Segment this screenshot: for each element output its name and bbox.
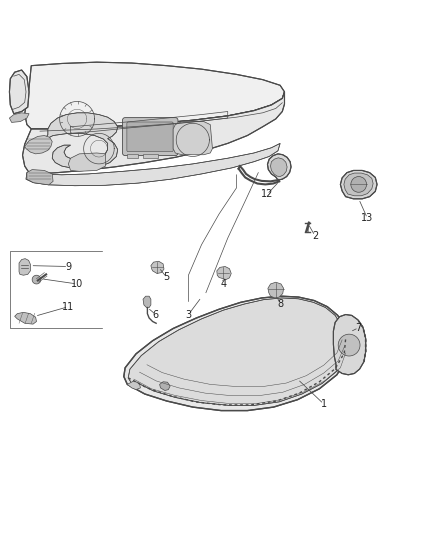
Text: 9: 9 (65, 262, 71, 271)
Text: 8: 8 (277, 298, 283, 309)
Polygon shape (25, 62, 285, 129)
Polygon shape (22, 92, 285, 174)
Polygon shape (68, 153, 106, 171)
Text: 4: 4 (220, 279, 226, 289)
Text: 7: 7 (356, 322, 362, 333)
Text: 10: 10 (71, 279, 83, 289)
Polygon shape (268, 154, 291, 180)
Text: 12: 12 (261, 189, 273, 199)
Polygon shape (14, 312, 36, 324)
Polygon shape (151, 261, 164, 273)
Polygon shape (217, 266, 231, 280)
Polygon shape (173, 122, 212, 155)
Polygon shape (10, 70, 29, 114)
Polygon shape (143, 296, 151, 308)
Text: 2: 2 (312, 231, 318, 241)
Polygon shape (44, 113, 118, 169)
Polygon shape (124, 296, 348, 410)
Text: 13: 13 (361, 214, 374, 223)
Polygon shape (333, 314, 366, 375)
Polygon shape (128, 298, 346, 405)
Circle shape (338, 334, 360, 356)
Polygon shape (344, 173, 373, 196)
Polygon shape (26, 143, 280, 185)
Polygon shape (143, 154, 158, 158)
Polygon shape (127, 154, 138, 158)
Text: 1: 1 (321, 399, 327, 409)
Polygon shape (25, 135, 52, 154)
Polygon shape (127, 381, 141, 390)
Polygon shape (159, 382, 170, 391)
Polygon shape (27, 169, 53, 185)
Polygon shape (271, 158, 287, 176)
Polygon shape (10, 113, 29, 123)
Polygon shape (19, 259, 30, 275)
Text: 3: 3 (185, 310, 191, 319)
Text: 11: 11 (62, 302, 74, 312)
FancyBboxPatch shape (123, 118, 178, 156)
Text: 6: 6 (152, 310, 159, 319)
Polygon shape (268, 282, 284, 298)
Circle shape (32, 275, 41, 284)
FancyBboxPatch shape (127, 122, 173, 152)
Circle shape (351, 176, 367, 192)
Text: 5: 5 (163, 272, 170, 282)
Polygon shape (340, 171, 377, 199)
